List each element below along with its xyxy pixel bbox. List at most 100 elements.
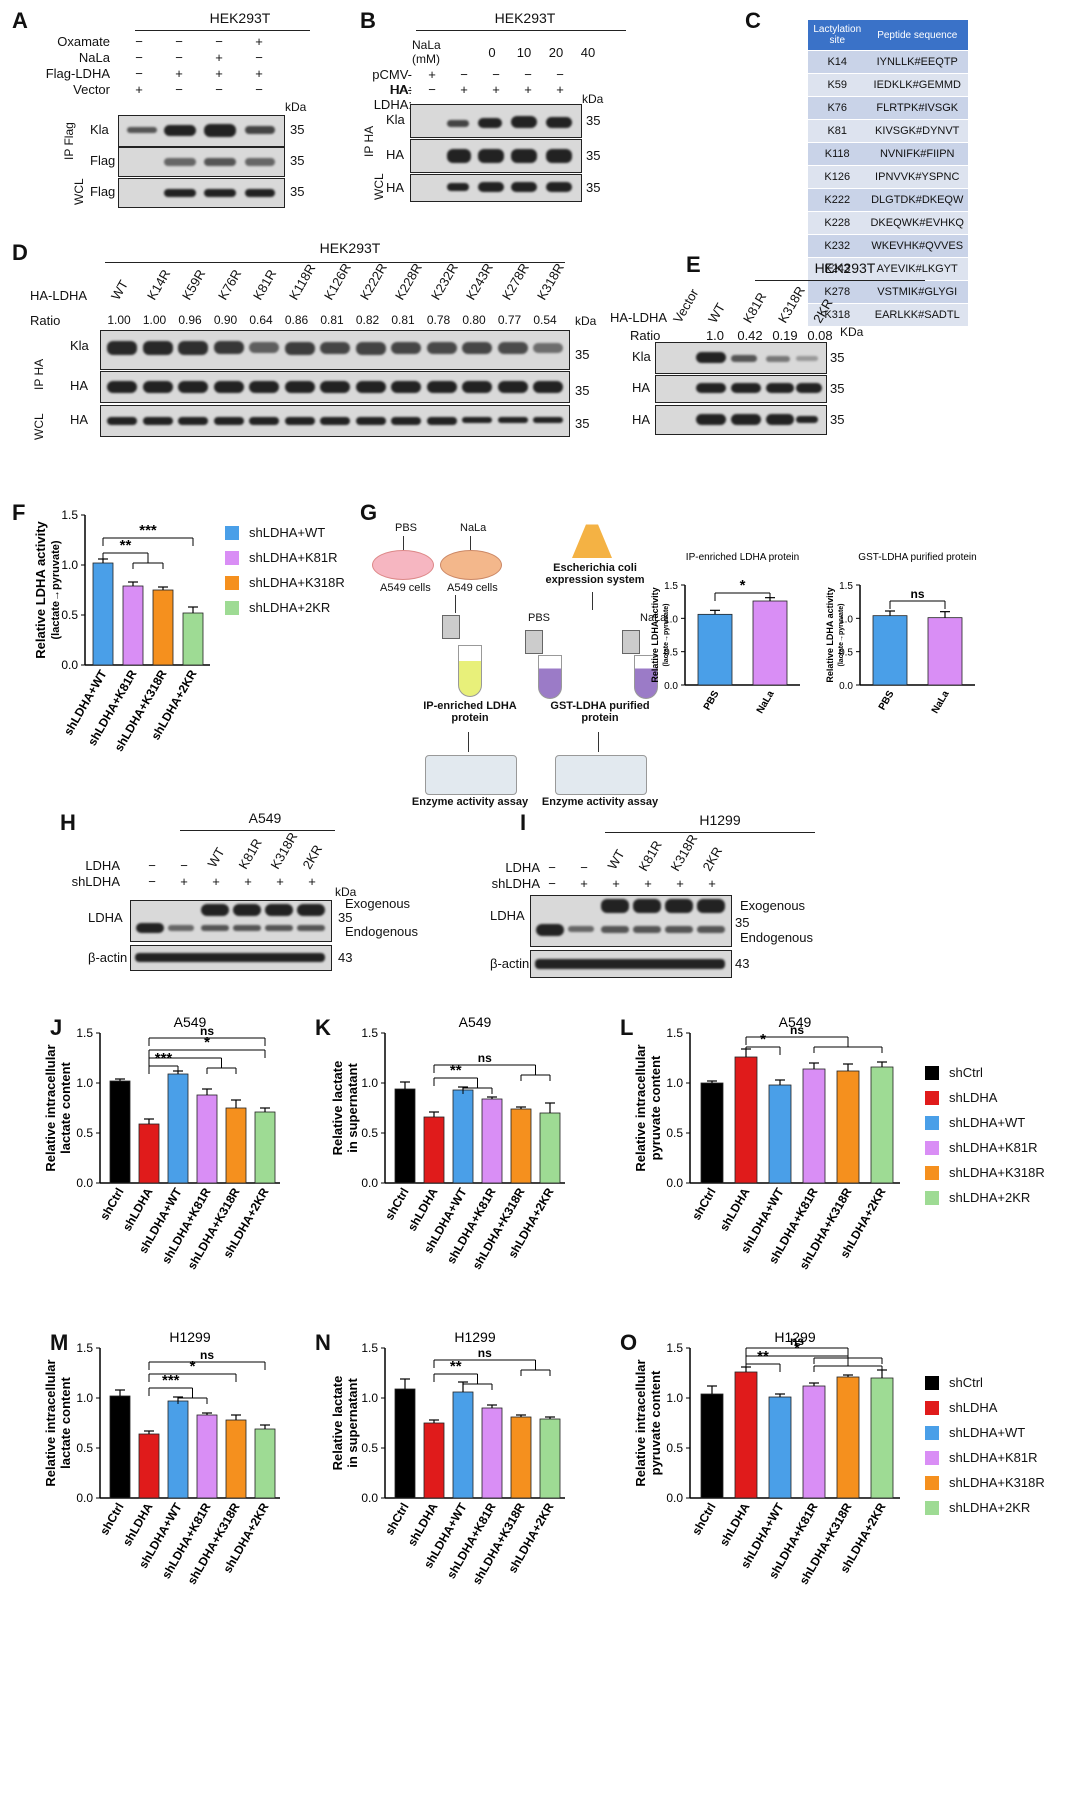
- lane-label: K81R: [250, 266, 280, 303]
- bar: [225, 1107, 247, 1184]
- bar: [481, 1098, 503, 1184]
- panel-label: I: [520, 810, 527, 835]
- table-cell: IEDKLK#GEMMD: [866, 73, 968, 97]
- row-label: shLDHA: [491, 876, 540, 891]
- sign-cell: −: [135, 50, 143, 65]
- pbs-label: PBS: [395, 522, 418, 534]
- lane-label: K228R: [392, 260, 425, 303]
- table-row: K76 FLRTPK#IVSGK: [808, 96, 968, 120]
- blot-band: [462, 342, 492, 354]
- blot-band: [249, 417, 279, 425]
- assay-label: Enzyme activity assay: [411, 796, 529, 808]
- blot-band: [391, 417, 421, 425]
- y-axis-label-line: lactate content: [58, 1061, 73, 1153]
- kda-label: KDa: [840, 325, 864, 339]
- table-cell: K228: [808, 211, 867, 235]
- sign-cell: −: [524, 67, 532, 82]
- arrow: [470, 536, 471, 550]
- legend-label: shLDHA+2KR: [949, 1500, 1031, 1515]
- y-tick-label: 1.0: [76, 1076, 93, 1090]
- conc-value: 40: [580, 45, 596, 60]
- chart-svg: A549 0.0 0.5 1.0 1.5 Relative lactatein super…: [330, 1014, 565, 1272]
- pipette-icon: [442, 615, 460, 639]
- bar: [152, 589, 174, 666]
- table-cell: K278: [808, 280, 867, 304]
- legend-item: shLDHA+WT: [225, 520, 345, 545]
- ratio-label: Ratio: [630, 328, 661, 343]
- y-tick-label: 1.5: [666, 1026, 683, 1040]
- legend-label: shLDHA+K318R: [249, 575, 345, 590]
- sign-cell: −: [492, 67, 500, 82]
- petri-dish-icon: [372, 550, 434, 580]
- blot-band: [107, 341, 137, 355]
- table-cell: K222: [808, 188, 867, 212]
- flask-icon: [572, 510, 612, 558]
- sig-label: ns: [200, 1024, 214, 1038]
- legend-swatch: [925, 1475, 939, 1490]
- mw-label: 35: [830, 412, 845, 427]
- legend-swatch: [225, 525, 239, 540]
- legend-swatch: [925, 1090, 939, 1105]
- mw-label: 35: [575, 383, 590, 398]
- y-axis-label-line: Relative intracellular: [633, 1044, 648, 1171]
- lane-label: K243R: [463, 260, 496, 303]
- y-tick-label: 0.5: [76, 1441, 93, 1455]
- nala-conc-label: NaLa (mM): [412, 38, 441, 66]
- ip-label: IP HA: [362, 125, 376, 157]
- blot-label: HA: [386, 180, 405, 195]
- legend-item: shLDHA+2KR: [925, 1495, 1045, 1520]
- blot-band: [284, 342, 315, 355]
- lane-label: 2KR: [810, 296, 836, 326]
- table-cell: EARLKK#SADTL: [866, 303, 968, 327]
- table-cell: DLGTDK#DKEQW: [866, 188, 968, 212]
- legend-item: shLDHA+K318R: [925, 1470, 1045, 1495]
- tube-icon: [634, 655, 658, 699]
- pbs-label: PBS: [528, 612, 551, 624]
- y-tick-label: 1.5: [361, 1026, 378, 1040]
- sig-label: *: [190, 1358, 196, 1375]
- conc-value: 0: [488, 45, 496, 60]
- sign-cell: +: [428, 67, 436, 82]
- y-tick-label: 0.0: [76, 1491, 93, 1505]
- lane-label: K126R: [321, 260, 354, 303]
- wcl-label: WCL: [372, 173, 386, 200]
- blot-band: [497, 381, 528, 393]
- sig-label: ***: [139, 522, 157, 539]
- chart-title: H1299: [454, 1329, 495, 1345]
- table-row: K118 NVNIFK#FIIPN: [808, 142, 968, 166]
- blot-kla: [118, 115, 285, 147]
- y-tick-label: 0.0: [664, 681, 678, 692]
- lane-label: K118R: [285, 261, 318, 303]
- sign-cell: +: [212, 874, 220, 889]
- table-cell: K14: [808, 50, 867, 74]
- panel-f: F 0.0 0.5 1.0 1.5 Relative LDHA activity (lac…: [0, 500, 360, 780]
- mw-label: 35: [830, 350, 845, 365]
- panel-m: M H1299 0.0 0.5 1.0 1.5 Relative intracellula…: [0, 1320, 300, 1610]
- y-tick-label: 0.5: [839, 648, 853, 659]
- x-tick-label: NaLa: [930, 689, 952, 716]
- table-cell: K232: [808, 234, 867, 258]
- legend-label: shLDHA+2KR: [949, 1190, 1031, 1205]
- ip-label: IP Flag: [62, 122, 76, 160]
- bar: [700, 1393, 724, 1499]
- kda-label: kDa: [335, 885, 357, 899]
- y-tick-label: 0.5: [666, 1126, 683, 1140]
- row-label: LDHA: [505, 860, 540, 875]
- legend-item: shLDHA+2KR: [925, 1185, 1045, 1210]
- sig-label: **: [450, 1062, 462, 1079]
- blot-label: HA: [632, 380, 651, 395]
- bar: [768, 1396, 792, 1499]
- legend-swatch: [925, 1375, 939, 1390]
- blot-flag-wcl: [118, 178, 285, 208]
- panel-k: K A549 0.0 0.5 1.0 1.5 Relative lactatein sup…: [300, 1005, 600, 1295]
- row-label: Oxamate: [57, 34, 110, 49]
- blot-actin: [130, 945, 332, 971]
- ip-label: IP HA: [32, 358, 46, 390]
- bar: [734, 1056, 758, 1184]
- legend-label: shLDHA+K81R: [249, 550, 338, 565]
- table-cell: K59: [808, 73, 867, 97]
- tube-icon: [538, 655, 562, 699]
- bar: [225, 1419, 247, 1499]
- sign-cell: −: [460, 67, 468, 82]
- sign-cell: −: [135, 66, 143, 81]
